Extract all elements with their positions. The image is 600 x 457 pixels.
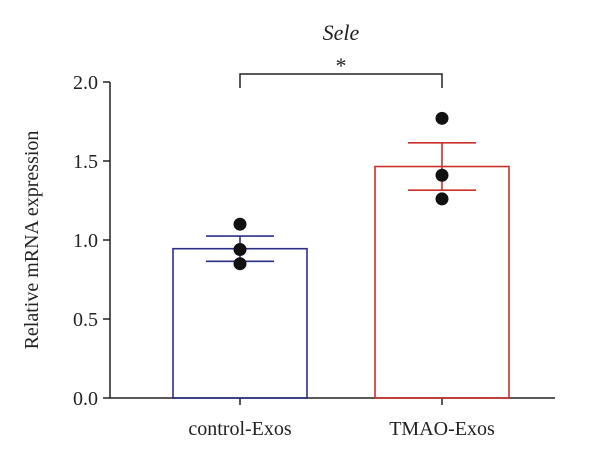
data-point [233, 217, 247, 231]
data-point [435, 111, 449, 125]
error-bars [206, 142, 476, 263]
y-tick-label: 0.0 [73, 388, 98, 410]
x-tick-labels: control-Exos TMAO-Exos [188, 418, 495, 440]
x-tick-label: control-Exos [188, 418, 292, 440]
axes: 0.0 0.5 1.0 1.5 2.0 [73, 72, 555, 410]
significance-bracket: * [239, 53, 443, 88]
y-tick-label: 1.5 [73, 151, 98, 173]
error-bar-tmao-exos [408, 142, 476, 192]
chart-title: Sele [323, 20, 360, 45]
significance-label: * [336, 53, 347, 78]
y-tick-label: 1.0 [73, 230, 98, 252]
data-points [233, 111, 449, 271]
data-point [435, 192, 449, 206]
x-tick-label: TMAO-Exos [389, 418, 495, 440]
y-tick-label: 0.5 [73, 309, 98, 331]
bar-control-exos [172, 247, 308, 399]
significance-line [239, 73, 443, 88]
y-tick-label: 2.0 [73, 72, 98, 94]
data-point [233, 242, 247, 256]
data-point [233, 257, 247, 271]
data-point [435, 168, 449, 182]
bars [172, 165, 510, 399]
y-axis-label: Relative mRNA expression [21, 131, 43, 350]
